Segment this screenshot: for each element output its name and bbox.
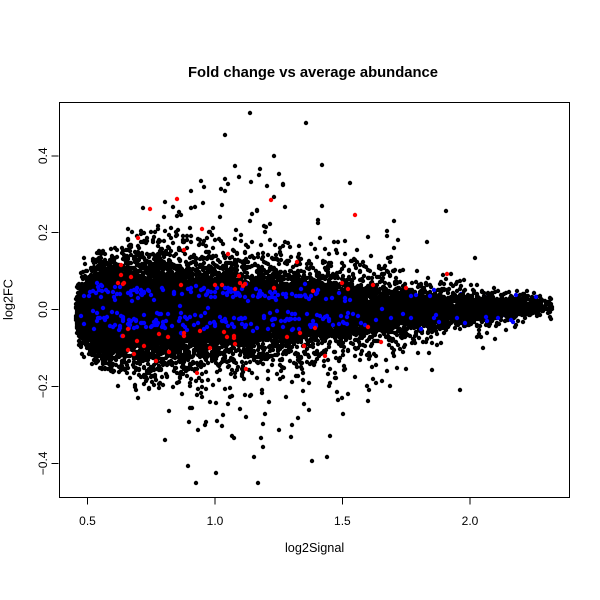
svg-text:log2Signal: log2Signal	[285, 541, 344, 555]
svg-text:−0.4: −0.4	[36, 451, 50, 475]
svg-text:Fold change vs average abundan: Fold change vs average abundance	[188, 65, 438, 81]
svg-text:0.4: 0.4	[36, 147, 50, 164]
svg-text:0.2: 0.2	[36, 224, 50, 241]
svg-text:0.0: 0.0	[36, 301, 50, 318]
svg-text:0.5: 0.5	[79, 514, 96, 528]
svg-text:1.0: 1.0	[207, 514, 224, 528]
svg-text:−0.2: −0.2	[36, 374, 50, 398]
svg-text:log2FC: log2FC	[2, 279, 16, 320]
svg-text:2.0: 2.0	[462, 514, 479, 528]
svg-text:1.5: 1.5	[334, 514, 351, 528]
